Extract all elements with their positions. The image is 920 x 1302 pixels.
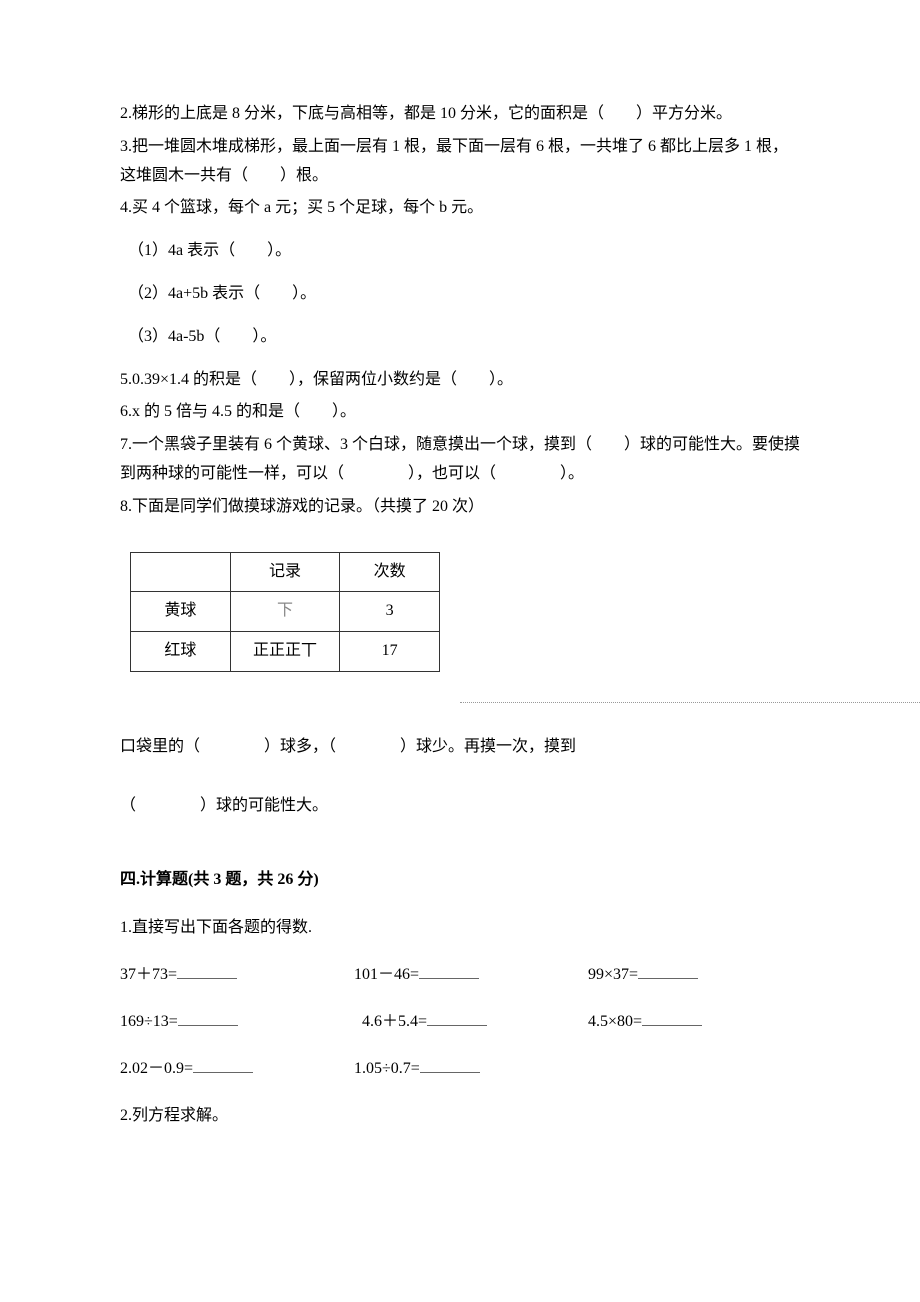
calc-item: 2.02－0.9= [120,1055,350,1084]
question-8-followup-a: 口袋里的（ ）球多，（ ）球少。再摸一次，摸到 [120,733,800,762]
answer-blank[interactable] [420,1057,480,1073]
question-7: 7.一个黑袋子里装有 6 个黄球、3 个白球，随意摸出一个球，摸到（ ）球的可能… [120,431,800,489]
table-cell-count: 3 [340,592,440,632]
calc-expr: 101－46= [354,966,419,983]
question-4: 4.买 4 个篮球，每个 a 元；买 5 个足球，每个 b 元。 [120,194,800,223]
answer-blank[interactable] [178,1010,238,1026]
question-6: 6.x 的 5 倍与 4.5 的和是（ ）。 [120,398,800,427]
calc-expr: 169÷13= [120,1013,178,1030]
section-4-heading: 四.计算题(共 3 题，共 26 分) [120,866,800,895]
question-4-1: （1）4a 表示（ ）。 [120,237,800,266]
table-cell-label: 黄球 [131,592,231,632]
question-5: 5.0.39×1.4 的积是（ ），保留两位小数约是（ ）。 [120,366,800,395]
calc-expr: 2.02－0.9= [120,1060,193,1077]
table-header-record: 记录 [230,552,340,592]
table-cell-tally: 正正正丅 [230,632,340,672]
question-3: 3.把一堆圆木堆成梯形，最上面一层有 1 根，最下面一层有 6 根，一共堆了 6… [120,133,800,191]
answer-blank[interactable] [419,963,479,979]
answer-blank[interactable] [177,963,237,979]
calc-item: 169÷13= [120,1008,350,1037]
table-cell-label: 红球 [131,632,231,672]
calc-expr: 1.05÷0.7= [354,1060,420,1077]
table-row: 黄球 下 3 [131,592,440,632]
dotted-divider [460,702,920,703]
calc-item: 101－46= [354,961,584,990]
calc-row: 2.02－0.9= 1.05÷0.7= [120,1055,800,1084]
table-cell-count: 17 [340,632,440,672]
calc-expr: 4.6＋5.4= [362,1013,427,1030]
calc-item: 99×37= [588,961,788,990]
answer-blank[interactable] [642,1010,702,1026]
table-header-count: 次数 [340,552,440,592]
tally-table: 记录 次数 黄球 下 3 红球 正正正丅 17 [130,552,440,672]
answer-blank[interactable] [193,1057,253,1073]
table-cell-tally: 下 [230,592,340,632]
question-8-followup-b: （ ）球的可能性大。 [120,792,800,821]
question-4-2: （2）4a+5b 表示（ ）。 [120,280,800,309]
table-header-row: 记录 次数 [131,552,440,592]
calc-expr: 37＋73= [120,966,177,983]
table-row: 红球 正正正丅 17 [131,632,440,672]
question-4-3: （3）4a-5b（ ）。 [120,323,800,352]
calc-item: 37＋73= [120,961,350,990]
calc-item: 4.5×80= [588,1008,788,1037]
calc-row: 169÷13= 4.6＋5.4= 4.5×80= [120,1008,800,1037]
calc-expr: 99×37= [588,966,638,983]
calc-row: 37＋73= 101－46= 99×37= [120,961,800,990]
question-2: 2.梯形的上底是 8 分米，下底与高相等，都是 10 分米，它的面积是（ ）平方… [120,100,800,129]
calc-item: 1.05÷0.7= [354,1055,584,1084]
section-4-question-2: 2.列方程求解。 [120,1102,800,1131]
question-8: 8.下面是同学们做摸球游戏的记录。（共摸了 20 次） [120,493,800,522]
answer-blank[interactable] [427,1010,487,1026]
calc-expr: 4.5×80= [588,1013,642,1030]
section-4-question-1: 1.直接写出下面各题的得数. [120,914,800,943]
calc-item: 4.6＋5.4= [354,1008,584,1037]
table-header-empty [131,552,231,592]
answer-blank[interactable] [638,963,698,979]
